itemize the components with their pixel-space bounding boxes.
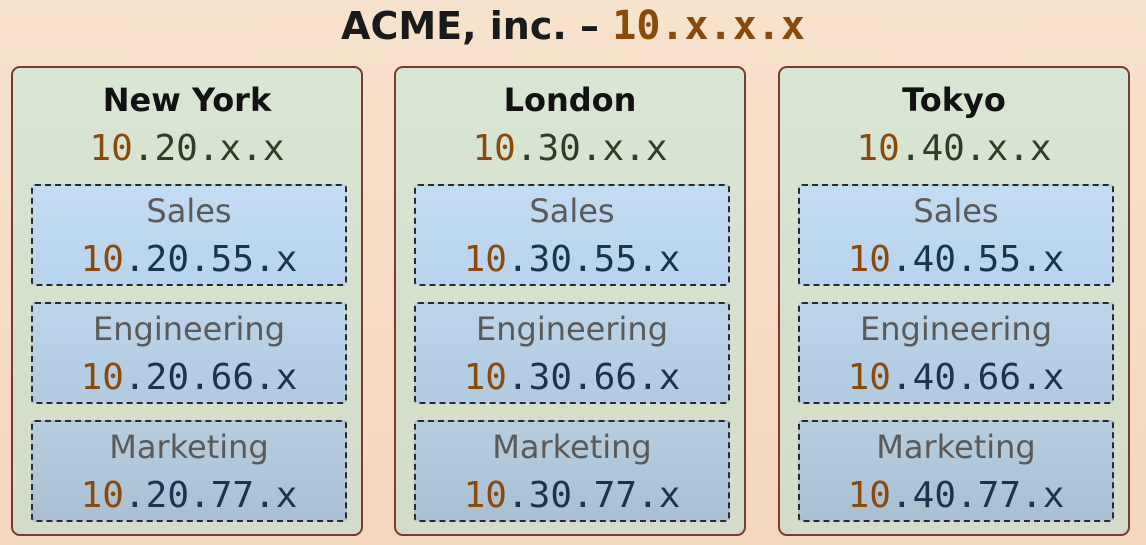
network-prefix: 10 <box>80 475 124 516</box>
network-suffix: .20.66.x <box>123 357 298 398</box>
region-london: London 10.30.x.x Sales 10.30.55.x Engine… <box>394 66 746 536</box>
network-suffix: .20.77.x <box>123 475 298 516</box>
dept-network: 10.30.55.x <box>416 238 728 282</box>
network-prefix: 10 <box>847 475 891 516</box>
network-suffix: .30.77.x <box>506 475 681 516</box>
dept-network: 10.40.55.x <box>800 238 1112 282</box>
network-prefix: 10 <box>463 239 507 280</box>
region-network: 10.30.x.x <box>396 126 744 172</box>
dept-name: Engineering <box>93 310 285 348</box>
network-prefix: 10 <box>463 475 507 516</box>
dept-name: Sales <box>913 192 999 230</box>
title-org: ACME, inc. – <box>341 4 600 48</box>
dept-name: Sales <box>529 192 615 230</box>
network-prefix: 10 <box>847 357 891 398</box>
network-prefix: 10 <box>472 128 516 169</box>
network-prefix: 10 <box>463 357 507 398</box>
network-suffix: .40.66.x <box>890 357 1065 398</box>
region-network: 10.40.x.x <box>780 126 1128 172</box>
network-prefix: 10 <box>847 239 891 280</box>
network-suffix: .30.55.x <box>506 239 681 280</box>
dept-network: 10.30.77.x <box>416 474 728 518</box>
dept-name: Engineering <box>860 310 1052 348</box>
dept-sales: Sales 10.30.55.x <box>414 184 730 286</box>
region-new-york: New York 10.20.x.x Sales 10.20.55.x Engi… <box>11 66 363 536</box>
dept-engineering: Engineering 10.20.66.x <box>31 302 347 404</box>
dept-network: 10.20.77.x <box>33 474 345 518</box>
network-prefix: 10 <box>80 357 124 398</box>
dept-name: Marketing <box>492 428 652 466</box>
region-network: 10.20.x.x <box>13 126 361 172</box>
network-prefix: 10 <box>80 239 124 280</box>
title-address: 10.x.x.x <box>612 3 805 49</box>
dept-marketing: Marketing 10.40.77.x <box>798 420 1114 522</box>
dept-network: 10.20.55.x <box>33 238 345 282</box>
network-prefix: 10 <box>89 128 133 169</box>
dept-name: Engineering <box>476 310 668 348</box>
network-suffix: .40.55.x <box>890 239 1065 280</box>
dept-marketing: Marketing 10.30.77.x <box>414 420 730 522</box>
dept-network: 10.30.66.x <box>416 356 728 400</box>
dept-engineering: Engineering 10.40.66.x <box>798 302 1114 404</box>
dept-sales: Sales 10.40.55.x <box>798 184 1114 286</box>
network-suffix: .40.x.x <box>899 128 1052 169</box>
dept-sales: Sales 10.20.55.x <box>31 184 347 286</box>
dept-network: 10.40.77.x <box>800 474 1112 518</box>
region-tokyo: Tokyo 10.40.x.x Sales 10.40.55.x Enginee… <box>778 66 1130 536</box>
region-name: Tokyo <box>902 81 1006 119</box>
dept-engineering: Engineering 10.30.66.x <box>414 302 730 404</box>
dept-network: 10.20.66.x <box>33 356 345 400</box>
network-suffix: .30.66.x <box>506 357 681 398</box>
dept-name: Marketing <box>876 428 1036 466</box>
network-prefix: 10 <box>856 128 900 169</box>
network-suffix: .40.77.x <box>890 475 1065 516</box>
region-name: New York <box>102 81 272 119</box>
diagram-title: ACME, inc. – 10.x.x.x <box>0 0 1146 52</box>
dept-marketing: Marketing 10.20.77.x <box>31 420 347 522</box>
dept-name: Marketing <box>109 428 269 466</box>
dept-name: Sales <box>146 192 232 230</box>
network-suffix: .30.x.x <box>515 128 668 169</box>
region-name: London <box>503 81 637 119</box>
dept-network: 10.40.66.x <box>800 356 1112 400</box>
network-suffix: .20.x.x <box>132 128 285 169</box>
network-suffix: .20.55.x <box>123 239 298 280</box>
